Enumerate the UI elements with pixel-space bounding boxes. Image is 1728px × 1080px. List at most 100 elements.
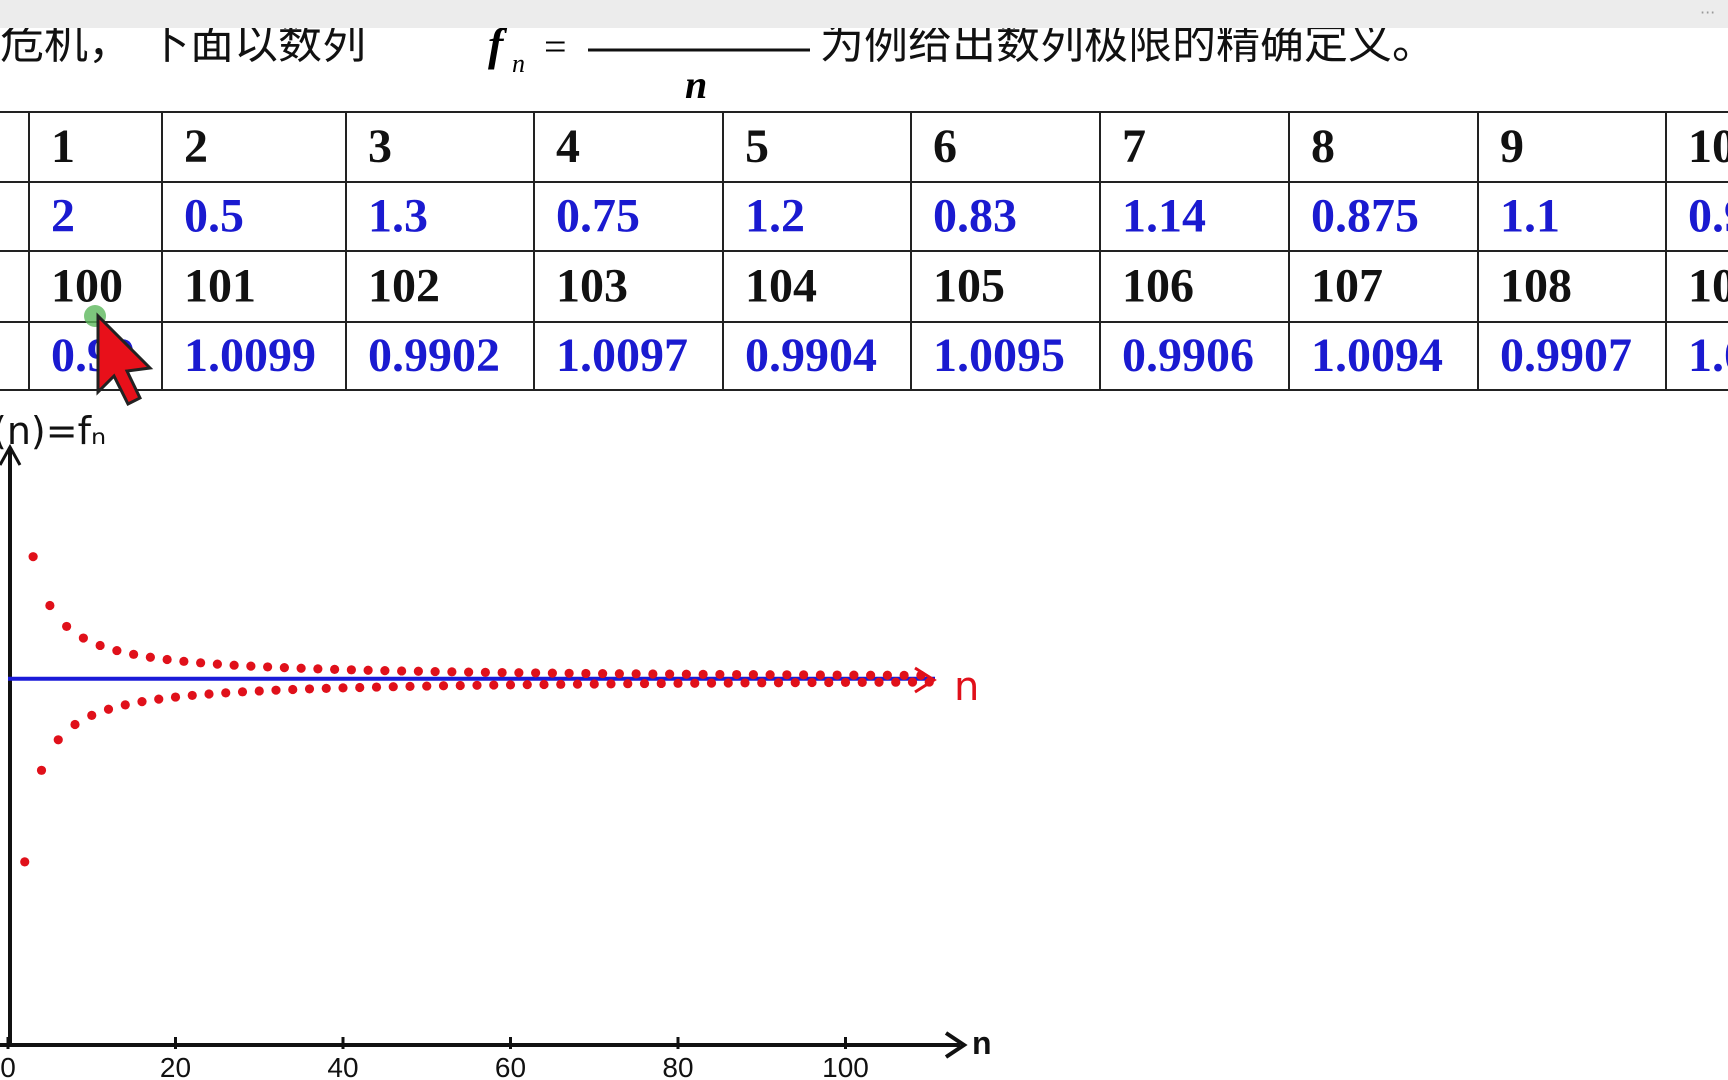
- point: [154, 694, 164, 704]
- point: [849, 670, 859, 680]
- table-cell: 8: [1311, 120, 1335, 173]
- table-cell: 109: [1688, 260, 1728, 313]
- point: [815, 670, 825, 680]
- table-cell: 105: [933, 260, 1005, 313]
- point: [296, 663, 306, 673]
- top-bar: [0, 0, 1728, 28]
- point: [145, 652, 155, 662]
- x-tick-label: 100: [822, 1052, 869, 1080]
- point: [589, 679, 599, 689]
- point: [187, 690, 197, 701]
- point: [665, 669, 675, 679]
- point: [304, 684, 315, 694]
- table-cell: 0.9902: [368, 329, 500, 382]
- table-cell: 108: [1500, 260, 1572, 313]
- point: [522, 680, 532, 690]
- point: [648, 669, 658, 679]
- point: [623, 679, 633, 689]
- table-cell: 0.9907: [1500, 329, 1632, 382]
- point: [330, 664, 340, 674]
- point: [547, 668, 557, 678]
- x-axis-label: n: [972, 1025, 992, 1061]
- point: [673, 678, 683, 688]
- point: [20, 857, 30, 867]
- point: [179, 656, 189, 666]
- point: [338, 683, 348, 693]
- point: [95, 640, 105, 651]
- point: [614, 669, 624, 679]
- point: [472, 680, 482, 690]
- point: [505, 680, 516, 690]
- point: [288, 684, 298, 695]
- menu-dots[interactable]: ···: [1700, 3, 1715, 22]
- point: [732, 669, 742, 680]
- x-axis-arrow: [944, 1031, 968, 1059]
- table-cell: 1.0097: [556, 329, 688, 382]
- point: [891, 677, 901, 687]
- point: [631, 669, 641, 679]
- table-cell: 1.0095: [933, 329, 1065, 382]
- point: [497, 667, 507, 678]
- cursor: [96, 312, 154, 407]
- point: [489, 680, 499, 690]
- point: [254, 686, 264, 696]
- table-cell: 1: [51, 120, 75, 173]
- x-tick-label: 0: [0, 1052, 16, 1080]
- point: [866, 670, 876, 680]
- point: [45, 600, 55, 611]
- point: [137, 697, 147, 707]
- point: [782, 670, 792, 680]
- table-cell: 1.3: [368, 190, 428, 243]
- point: [221, 688, 231, 698]
- table-cell: 1.2: [745, 190, 805, 243]
- point: [279, 663, 289, 673]
- table-cell: 101: [184, 260, 256, 313]
- point: [237, 687, 248, 697]
- header-eq: =: [544, 24, 567, 69]
- annotation-arrow: [914, 666, 937, 694]
- table-cell: 1.0099: [184, 329, 316, 382]
- point: [698, 669, 708, 679]
- point: [112, 645, 122, 656]
- point: [639, 678, 650, 689]
- point: [70, 719, 80, 730]
- point: [740, 678, 750, 688]
- table-cell: 7: [1122, 120, 1146, 173]
- table-cell: 1.14: [1122, 190, 1206, 243]
- point: [162, 654, 172, 665]
- table-cell: 10: [1688, 120, 1728, 173]
- point: [681, 669, 691, 679]
- point: [807, 677, 817, 688]
- point: [405, 681, 415, 691]
- point: [447, 667, 457, 677]
- table-cell: 9: [1500, 120, 1524, 173]
- point: [430, 666, 440, 677]
- point: [882, 670, 892, 680]
- point: [229, 660, 239, 670]
- point: [36, 765, 47, 775]
- table-cell: 104: [745, 260, 817, 313]
- point: [656, 678, 666, 689]
- point: [380, 666, 390, 676]
- table-cell: 100: [51, 260, 123, 313]
- point: [313, 664, 323, 674]
- point: [78, 633, 88, 643]
- table-cell: 5: [745, 120, 769, 173]
- point: [899, 670, 909, 680]
- point: [371, 682, 382, 692]
- point: [832, 670, 842, 680]
- point: [246, 661, 256, 671]
- table-cell: 1.0094: [1311, 329, 1443, 382]
- point: [799, 670, 809, 680]
- point: [556, 679, 566, 689]
- point: [757, 678, 767, 688]
- point: [723, 678, 733, 688]
- point: [346, 665, 356, 675]
- point: [564, 668, 574, 678]
- point: [464, 667, 474, 677]
- point: [857, 677, 867, 687]
- table-cell: 102: [368, 260, 440, 313]
- point: [715, 669, 725, 680]
- point: [271, 685, 281, 695]
